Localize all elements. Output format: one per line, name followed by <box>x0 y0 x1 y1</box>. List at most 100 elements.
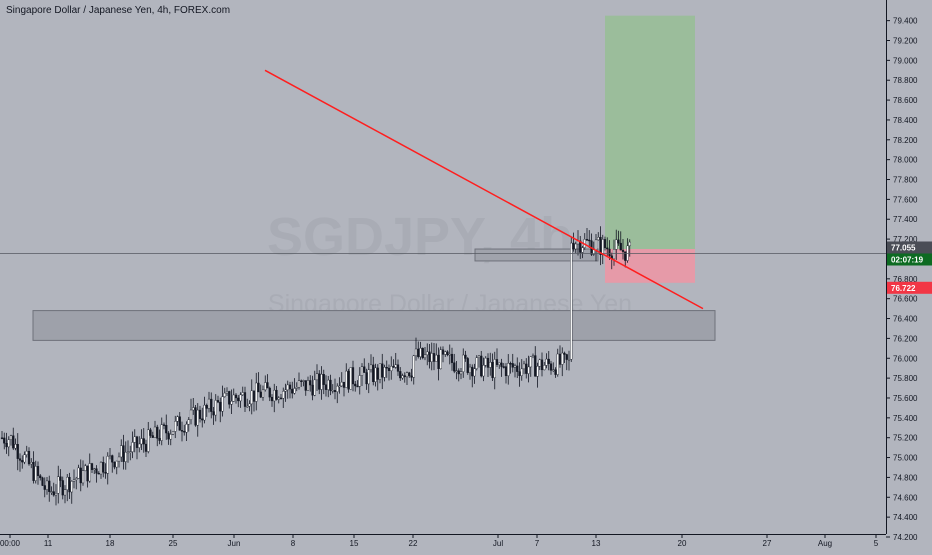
candle-body <box>59 476 62 481</box>
candle-body <box>477 355 481 358</box>
candle-body <box>450 353 454 363</box>
candle-body <box>306 380 310 391</box>
candle-body <box>545 358 548 366</box>
x-tick-label: 18 <box>106 539 115 548</box>
y-tick-label: 76.000 <box>893 354 918 363</box>
candle-body <box>399 371 402 379</box>
candle-body <box>612 249 616 260</box>
candle-body <box>270 396 274 402</box>
candle-body <box>63 489 67 496</box>
y-tick-label: 75.400 <box>893 414 918 423</box>
candle-body <box>536 366 539 377</box>
candle-body <box>25 450 28 455</box>
candle-body <box>192 407 195 411</box>
candle-body <box>608 248 611 256</box>
y-tick-label: 75.600 <box>893 394 918 403</box>
candle-body <box>495 359 499 365</box>
y-tick-label: 75.800 <box>893 374 918 383</box>
last-price-tag[interactable]: 77.055 <box>891 243 916 252</box>
candle-body <box>302 380 305 382</box>
candle-body <box>624 251 627 261</box>
candle-body <box>124 451 127 462</box>
candle-body <box>338 385 341 388</box>
candle-body <box>117 456 121 462</box>
candle-body <box>88 463 91 482</box>
x-tick-label: 25 <box>169 539 178 548</box>
candle-body <box>558 353 562 365</box>
candle-body <box>239 394 242 402</box>
candle-body <box>383 367 386 378</box>
candle-body <box>210 398 213 412</box>
candle-body <box>9 435 13 440</box>
candle-body <box>266 382 269 389</box>
candle-body <box>579 240 582 253</box>
candle-body <box>540 359 544 371</box>
candle-body <box>401 375 404 379</box>
x-tick-label: Aug <box>818 539 832 548</box>
candle-body <box>390 366 393 372</box>
candle-body <box>617 239 620 244</box>
candle-body <box>572 242 575 250</box>
candle-body <box>286 384 289 391</box>
candle-body <box>16 444 19 459</box>
candle-body <box>72 479 76 482</box>
candle-body <box>282 391 285 399</box>
candle-body <box>318 373 321 390</box>
candle-body <box>50 491 53 493</box>
candle-body <box>408 372 411 377</box>
candle-body <box>354 383 357 387</box>
candle-body <box>194 407 197 426</box>
candle-body <box>277 397 280 400</box>
candle-body <box>441 349 445 355</box>
candle-body <box>138 443 141 448</box>
x-axis[interactable]: 00:00 11 18 25 Jun 8 15 22 Jul 7 13 20 27 Aug 5 <box>0 534 886 548</box>
x-tick-label: 20 <box>678 539 687 548</box>
candle-body <box>120 445 123 458</box>
candle-body <box>21 460 24 463</box>
candle-body <box>48 480 51 492</box>
candle-body <box>268 387 271 398</box>
candle-body <box>446 351 449 355</box>
candle-body <box>599 237 602 255</box>
trendline <box>264 69 704 310</box>
candle-body <box>522 363 526 370</box>
candle-body <box>403 375 406 378</box>
stop-price-tag[interactable]: 76.722 <box>891 284 916 293</box>
countdown-tag[interactable]: 02:07:19 <box>891 255 924 264</box>
x-tick-label: 15 <box>350 539 359 548</box>
candle-body <box>347 370 350 390</box>
x-tick-label: 27 <box>763 539 772 548</box>
candle-body <box>322 374 325 385</box>
candle-body <box>203 404 206 421</box>
candle-body <box>54 493 58 496</box>
candle-body <box>432 353 436 362</box>
candle-body <box>257 382 260 393</box>
candle-body <box>151 435 154 438</box>
candle-body <box>41 477 44 486</box>
candle-body <box>27 450 31 465</box>
candle-body <box>79 467 82 484</box>
candle-body <box>527 366 530 374</box>
candle-body <box>331 390 334 392</box>
candle-body <box>543 365 546 371</box>
y-axis[interactable]: 74.200 74.400 74.600 74.800 75.000 75.200 75.4… <box>886 0 932 550</box>
candle-body <box>68 476 71 493</box>
long-position-stop-zone <box>605 249 695 283</box>
candle-body <box>358 375 361 387</box>
countdown-tag-box <box>887 253 932 266</box>
candle-body <box>430 353 433 362</box>
candle-body <box>309 380 312 386</box>
candle-body <box>300 380 303 382</box>
candle-body <box>588 239 591 242</box>
candle-body <box>345 370 348 388</box>
candle-body <box>273 389 276 402</box>
candle-body <box>180 430 184 432</box>
y-axis-background <box>886 0 932 550</box>
candle-body <box>417 348 420 357</box>
candle-body <box>214 400 217 416</box>
candle-body <box>241 392 244 396</box>
candle-body <box>196 409 199 426</box>
candle-body <box>144 443 148 452</box>
candle-body <box>147 429 150 452</box>
